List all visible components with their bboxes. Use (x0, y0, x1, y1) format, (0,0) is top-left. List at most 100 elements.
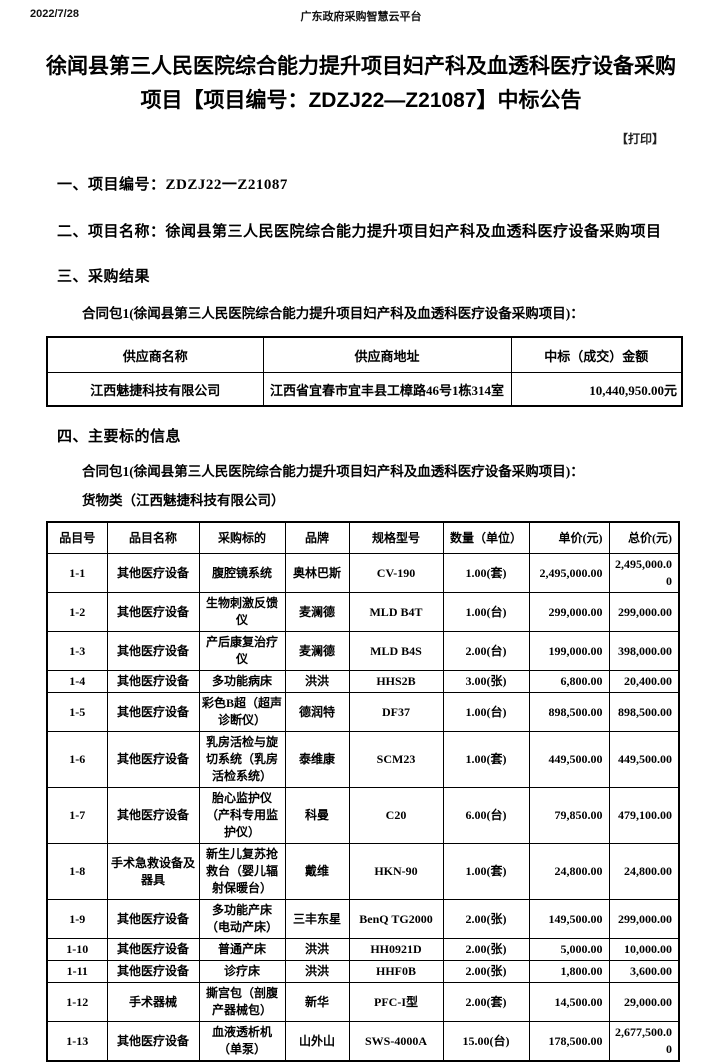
total-price-cell: 299,000.00 (608, 592, 680, 632)
table-row: 1-13 其他医疗设备 血液透析机（单泵） 山外山 SWS-4000A 15.0… (46, 1021, 680, 1062)
section-main-heading: 四、主要标的信息 (57, 429, 182, 445)
unit-price-cell: 5,000.00 (528, 938, 610, 961)
quantity-cell: 2.00(张) (442, 938, 530, 961)
col-header-supplier-address: 供应商地址 (262, 336, 512, 373)
unit-price-cell: 449,500.00 (528, 731, 610, 788)
procurement-target-cell: 多功能病床 (198, 670, 286, 693)
main-package-line: 合同包1(徐闻县第三人民医院综合能力提升项目妇产科及血透科医疗设备采购项目)： (82, 464, 584, 479)
item-no-cell: 1-2 (46, 592, 108, 632)
procurement-target-cell: 血液透析机（单泵） (198, 1021, 286, 1062)
item-no-cell: 1-3 (46, 631, 108, 671)
quantity-cell: 15.00(台) (442, 1021, 530, 1062)
brand-cell: 麦澜德 (284, 631, 350, 671)
total-price-cell: 398,000.00 (608, 631, 680, 671)
quantity-cell: 2.00(张) (442, 899, 530, 939)
item-category-cell: 其他医疗设备 (106, 938, 200, 961)
item-no-cell: 1-11 (46, 960, 108, 983)
col-header-supplier-name: 供应商名称 (46, 336, 264, 373)
col-header-model: 规格型号 (348, 521, 444, 554)
col-header-item-no: 品目号 (46, 521, 108, 554)
total-price-cell: 24,800.00 (608, 843, 680, 900)
total-price-cell: 29,000.00 (608, 982, 680, 1022)
unit-price-cell: 1,800.00 (528, 960, 610, 983)
quantity-cell: 1.00(台) (442, 592, 530, 632)
table-row: 1-7 其他医疗设备 胎心监护仪（产科专用监护仪） 科曼 C20 6.00(台)… (46, 787, 680, 844)
platform-name: 广东政府采购智慧云平台 (300, 11, 422, 23)
table-row: 江西魅捷科技有限公司 江西省宜春市宜丰县工樟路46号1栋314室 10,440,… (46, 372, 683, 407)
table-row: 1-5 其他医疗设备 彩色B超（超声诊断仪） 德润特 DF37 1.00(台) … (46, 692, 680, 732)
procurement-target-cell: 生物刺激反馈仪 (198, 592, 286, 632)
item-category-cell: 手术急救设备及器具 (106, 843, 200, 900)
print-button[interactable]: 【打印】 (615, 132, 664, 146)
procurement-target-cell: 乳房活检与旋切系统（乳房活检系统） (198, 731, 286, 788)
brand-cell: 洪洪 (284, 938, 350, 961)
procurement-target-cell: 普通产床 (198, 938, 286, 961)
unit-price-cell: 24,800.00 (528, 843, 610, 900)
item-no-cell: 1-12 (46, 982, 108, 1022)
section-result-heading: 三、采购结果 (57, 269, 151, 285)
supplier-name-cell: 江西魅捷科技有限公司 (46, 372, 264, 407)
quantity-cell: 1.00(套) (442, 731, 530, 788)
items-table-header-row: 品目号 品目名称 采购标的 品牌 规格型号 数量（单位） 单价(元) 总价(元) (46, 521, 680, 554)
quantity-cell: 2.00(张) (442, 960, 530, 983)
item-no-cell: 1-6 (46, 731, 108, 788)
section-project-number: 一、项目编号：ZDZJ22一Z21087 (57, 177, 288, 193)
section-project-name: 二、项目名称：徐闻县第三人民医院综合能力提升项目妇产科及血透科医疗设备采购项目 (57, 224, 662, 240)
page-title: 徐闻县第三人民医院综合能力提升项目妇产科及血透科医疗设备采购项目【项目编号：ZD… (46, 55, 676, 112)
table-row: 1-2 其他医疗设备 生物刺激反馈仪 麦澜德 MLD B4T 1.00(台) 2… (46, 592, 680, 632)
brand-cell: 新华 (284, 982, 350, 1022)
total-price-cell: 10,000.00 (608, 938, 680, 961)
quantity-cell: 6.00(台) (442, 787, 530, 844)
unit-price-cell: 2,495,000.00 (528, 553, 610, 593)
brand-cell: 德润特 (284, 692, 350, 732)
item-category-cell: 其他医疗设备 (106, 553, 200, 593)
col-header-award-amount: 中标（成交）金额 (510, 336, 683, 373)
brand-cell: 戴维 (284, 843, 350, 900)
unit-price-cell: 199,000.00 (528, 631, 610, 671)
procurement-target-cell: 新生儿复苏抢救台（婴儿辐射保暖台） (198, 843, 286, 900)
supplier-table: 供应商名称 供应商地址 中标（成交）金额 江西魅捷科技有限公司 江西省宜春市宜丰… (46, 336, 683, 407)
item-no-cell: 1-5 (46, 692, 108, 732)
table-row: 1-4 其他医疗设备 多功能病床 洪洪 HHS2B 3.00(张) 6,800.… (46, 670, 680, 693)
total-price-cell: 2,495,000.00 (608, 553, 680, 593)
table-row: 1-10 其他医疗设备 普通产床 洪洪 HH0921D 2.00(张) 5,00… (46, 938, 680, 961)
model-cell: PFC-I型 (348, 982, 444, 1022)
model-cell: CV-190 (348, 553, 444, 593)
total-price-cell: 3,600.00 (608, 960, 680, 983)
unit-price-cell: 149,500.00 (528, 899, 610, 939)
brand-cell: 麦澜德 (284, 592, 350, 632)
unit-price-cell: 6,800.00 (528, 670, 610, 693)
procurement-target-cell: 撕宫包（剖腹产器械包） (198, 982, 286, 1022)
brand-cell: 奥林巴斯 (284, 553, 350, 593)
page-date: 2022/7/28 (30, 8, 79, 20)
total-price-cell: 20,400.00 (608, 670, 680, 693)
item-category-cell: 其他医疗设备 (106, 670, 200, 693)
total-price-cell: 479,100.00 (608, 787, 680, 844)
items-table: 品目号 品目名称 采购标的 品牌 规格型号 数量（单位） 单价(元) 总价(元)… (46, 521, 680, 1062)
table-row: 1-8 手术急救设备及器具 新生儿复苏抢救台（婴儿辐射保暖台） 戴维 HKN-9… (46, 843, 680, 900)
result-package-line: 合同包1(徐闻县第三人民医院综合能力提升项目妇产科及血透科医疗设备采购项目)： (82, 306, 584, 321)
item-category-cell: 其他医疗设备 (106, 1021, 200, 1062)
top-bar: 2022/7/28 广东政府采购智慧云平台 (0, 0, 722, 24)
goods-type-line: 货物类（江西魅捷科技有限公司） (82, 493, 285, 508)
item-no-cell: 1-13 (46, 1021, 108, 1062)
total-price-cell: 898,500.00 (608, 692, 680, 732)
model-cell: SWS-4000A (348, 1021, 444, 1062)
model-cell: MLD B4T (348, 592, 444, 632)
item-category-cell: 手术器械 (106, 982, 200, 1022)
item-no-cell: 1-7 (46, 787, 108, 844)
brand-cell: 洪洪 (284, 670, 350, 693)
model-cell: DF37 (348, 692, 444, 732)
brand-cell: 科曼 (284, 787, 350, 844)
procurement-target-cell: 产后康复治疗仪 (198, 631, 286, 671)
item-category-cell: 其他医疗设备 (106, 592, 200, 632)
item-category-cell: 其他医疗设备 (106, 787, 200, 844)
item-category-cell: 其他医疗设备 (106, 631, 200, 671)
table-row: 1-1 其他医疗设备 腹腔镜系统 奥林巴斯 CV-190 1.00(套) 2,4… (46, 553, 680, 593)
unit-price-cell: 79,850.00 (528, 787, 610, 844)
quantity-cell: 1.00(台) (442, 692, 530, 732)
unit-price-cell: 178,500.00 (528, 1021, 610, 1062)
item-category-cell: 其他医疗设备 (106, 960, 200, 983)
print-row: 【打印】 (0, 130, 722, 147)
